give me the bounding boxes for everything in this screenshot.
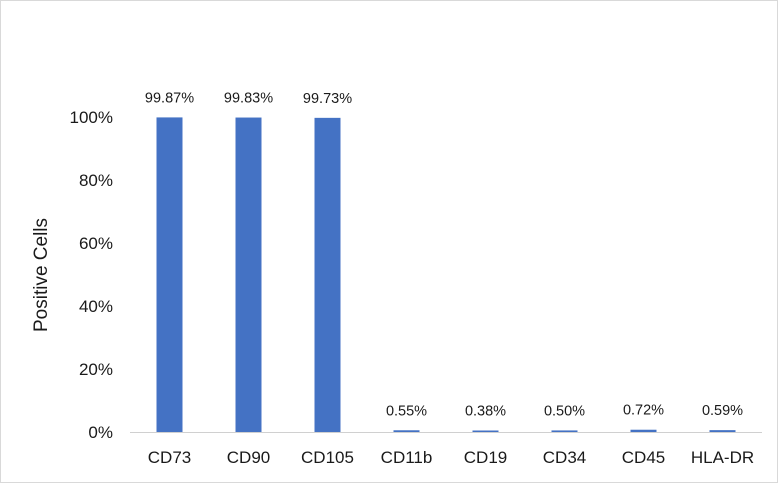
y-axis-title: Positive Cells <box>31 218 52 332</box>
data-labels: 99.87% 99.83% 99.73% 0.55% 0.38% 0.50% 0.72% 0.… <box>145 90 743 419</box>
y-tick-label: 0% <box>88 423 113 442</box>
data-label: 0.50% <box>544 403 585 419</box>
data-label: 0.72% <box>623 403 664 419</box>
category-label: CD45 <box>622 448 665 467</box>
bar-cd11b <box>393 430 420 432</box>
category-label: CD11b <box>381 448 433 467</box>
category-label: HLA-DR <box>691 448 754 467</box>
category-label: CD19 <box>464 448 507 467</box>
y-tick-labels: 0% 20% 40% 60% 80% 100% <box>70 108 113 442</box>
bar-cd34 <box>551 430 578 432</box>
data-label: 99.73% <box>303 91 352 107</box>
bar-cd105 <box>314 117 341 433</box>
y-tick-label: 40% <box>79 297 113 316</box>
data-label: 99.83% <box>224 91 273 107</box>
y-tick-label: 100% <box>70 108 113 127</box>
y-axis-title-group: Positive Cells <box>31 218 52 332</box>
y-tick-label: 60% <box>79 234 113 253</box>
y-tick-label: 20% <box>79 360 113 379</box>
data-label: 99.87% <box>145 90 194 106</box>
data-label: 0.55% <box>386 403 427 419</box>
bar-cd45 <box>630 429 657 432</box>
category-label: CD90 <box>227 448 270 467</box>
data-label: 0.59% <box>702 403 743 419</box>
bar-cd73 <box>156 117 183 433</box>
bar-cd19 <box>472 430 499 432</box>
category-label: CD105 <box>301 448 354 467</box>
bars <box>156 117 736 433</box>
category-labels: CD73 CD90 CD105 CD11b CD19 CD34 CD45 HLA-DR <box>148 448 754 467</box>
data-label: 0.38% <box>465 404 506 420</box>
category-label: CD73 <box>148 448 191 467</box>
y-tick-label: 80% <box>79 171 113 190</box>
bar-cd90 <box>235 117 262 433</box>
category-label: CD34 <box>543 448 586 467</box>
bar-hla-dr <box>709 430 736 432</box>
